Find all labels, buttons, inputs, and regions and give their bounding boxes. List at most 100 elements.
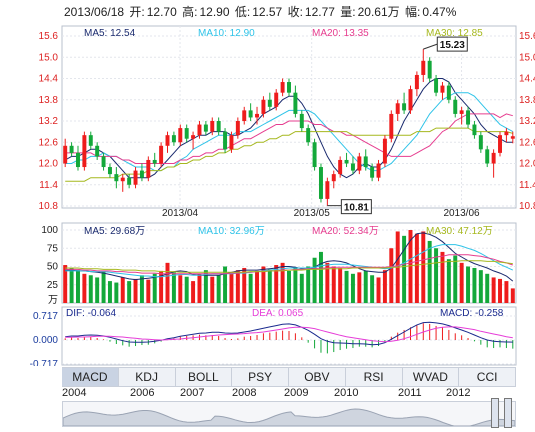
candle-body bbox=[203, 124, 208, 132]
candle-body bbox=[466, 110, 471, 125]
candle-body bbox=[427, 60, 432, 79]
candle-body bbox=[223, 131, 228, 150]
tab-wvad[interactable]: WVAD bbox=[403, 368, 460, 386]
candle-body bbox=[491, 152, 496, 164]
open-value: 12.70 bbox=[146, 5, 177, 19]
volume-bar bbox=[261, 266, 266, 303]
price-tick-right: 10.8 bbox=[519, 201, 535, 212]
high-label: 高: bbox=[182, 5, 198, 19]
candle-body bbox=[498, 135, 502, 153]
vol-ma-line-ma5 bbox=[65, 232, 514, 282]
volume-bar bbox=[325, 262, 330, 303]
volume-bar bbox=[178, 275, 183, 303]
tab-cci[interactable]: CCI bbox=[459, 368, 516, 386]
timeline-year-label: 2008 bbox=[232, 387, 257, 399]
tab-obv[interactable]: OBV bbox=[289, 368, 346, 386]
volume-bar bbox=[159, 270, 164, 303]
volume-value: 20.61万 bbox=[357, 5, 400, 19]
volume-tick: 50 bbox=[47, 262, 59, 273]
candle-body bbox=[114, 174, 119, 182]
volume-bar bbox=[203, 270, 208, 303]
tab-boll[interactable]: BOLL bbox=[176, 368, 233, 386]
volume-bar bbox=[312, 257, 317, 303]
timeline-year-label: 2007 bbox=[180, 387, 205, 399]
volume-bar bbox=[107, 281, 112, 303]
candle-body bbox=[133, 170, 138, 185]
volume-bar bbox=[101, 270, 106, 303]
date-tick-label: 2013/04 bbox=[162, 208, 199, 219]
macd-legend-dea: DEA: 0.065 bbox=[252, 308, 304, 319]
candle-body bbox=[453, 99, 458, 114]
candle-body bbox=[434, 78, 439, 93]
volume-bar bbox=[414, 233, 419, 303]
macd-legend-macd: MACD: -0.258 bbox=[440, 308, 504, 319]
volume-bar bbox=[318, 251, 323, 303]
candle-body bbox=[338, 159, 343, 175]
candle-body bbox=[446, 85, 451, 100]
candle-body bbox=[325, 181, 330, 199]
candle-body bbox=[510, 136, 515, 139]
volume-bar bbox=[171, 272, 176, 303]
volume-legend-item: MA30: 47.12万 bbox=[426, 226, 493, 237]
high-callout-line bbox=[423, 43, 438, 50]
candle-body bbox=[421, 60, 426, 75]
date-tick-label: 2013/05 bbox=[294, 208, 331, 219]
price-tick-right: 12.6 bbox=[519, 137, 535, 148]
macd-legend-dif: DIF: -0.064 bbox=[66, 308, 116, 319]
stock-chart[interactable]: 15.6 15.6 15.0 15.0 14.4 14.4 13.8 13.8 13.2 13.2… bbox=[0, 0, 535, 366]
candle-body bbox=[395, 103, 400, 114]
ma-line-ma30 bbox=[65, 127, 513, 182]
tab-rsi[interactable]: RSI bbox=[346, 368, 403, 386]
candle-body bbox=[299, 113, 304, 129]
candle-body bbox=[184, 128, 189, 139]
tab-kdj[interactable]: KDJ bbox=[119, 368, 176, 386]
macd-line-dea bbox=[65, 326, 513, 343]
volume-bar bbox=[120, 277, 125, 303]
candle-body bbox=[146, 159, 151, 178]
vol-ma-line-ma30 bbox=[65, 260, 513, 273]
tab-macd[interactable]: MACD bbox=[62, 368, 119, 386]
candle-body bbox=[318, 167, 323, 199]
tab-psy[interactable]: PSY bbox=[232, 368, 289, 386]
volume-bar bbox=[280, 262, 285, 303]
range-handle-right[interactable] bbox=[504, 398, 512, 428]
price-tick-left: 13.8 bbox=[39, 95, 59, 106]
candle-body bbox=[274, 92, 279, 107]
candle-body bbox=[485, 149, 490, 164]
volume-label: 量: bbox=[340, 5, 356, 19]
low-callout-text: 10.81 bbox=[344, 203, 369, 214]
volume-bar bbox=[485, 273, 490, 303]
timeline-year-label: 2012 bbox=[446, 387, 471, 399]
candle-body bbox=[363, 156, 368, 168]
candle-body bbox=[171, 135, 176, 143]
candle-body bbox=[344, 159, 349, 164]
price-tick-left: 12.0 bbox=[39, 159, 59, 170]
price-tick-right: 12.0 bbox=[519, 159, 535, 170]
volume-bar bbox=[127, 281, 132, 303]
volume-bar bbox=[76, 270, 80, 303]
volume-bar bbox=[69, 267, 74, 303]
volume-bar bbox=[210, 276, 215, 303]
candle-body bbox=[414, 74, 419, 90]
volume-bar bbox=[459, 262, 464, 303]
volume-bar bbox=[402, 235, 407, 303]
close-value: 12.77 bbox=[304, 5, 335, 19]
candle-body bbox=[120, 177, 125, 182]
volume-bar bbox=[229, 272, 234, 303]
price-tick-right: 13.2 bbox=[519, 116, 535, 127]
high-callout-text: 15.23 bbox=[440, 40, 465, 51]
volume-tick: 75 bbox=[47, 243, 59, 254]
ma-line-ma20 bbox=[65, 113, 513, 164]
candle-body bbox=[280, 82, 285, 93]
candle-body bbox=[88, 135, 93, 146]
range-handle-left[interactable] bbox=[491, 398, 499, 428]
timeline-years: 2004 2006 2007 2008 2009 2010 2011 2012 bbox=[62, 387, 516, 401]
timeline-year-label: 2006 bbox=[130, 387, 155, 399]
price-tick-left: 11.4 bbox=[39, 180, 58, 191]
candle-body bbox=[139, 170, 144, 178]
quote-date: 2013/06/18 bbox=[64, 5, 125, 19]
timeline-overview[interactable] bbox=[62, 398, 516, 428]
open-label: 开: bbox=[129, 5, 145, 19]
candle-body bbox=[235, 121, 240, 136]
candle-body bbox=[350, 163, 355, 171]
